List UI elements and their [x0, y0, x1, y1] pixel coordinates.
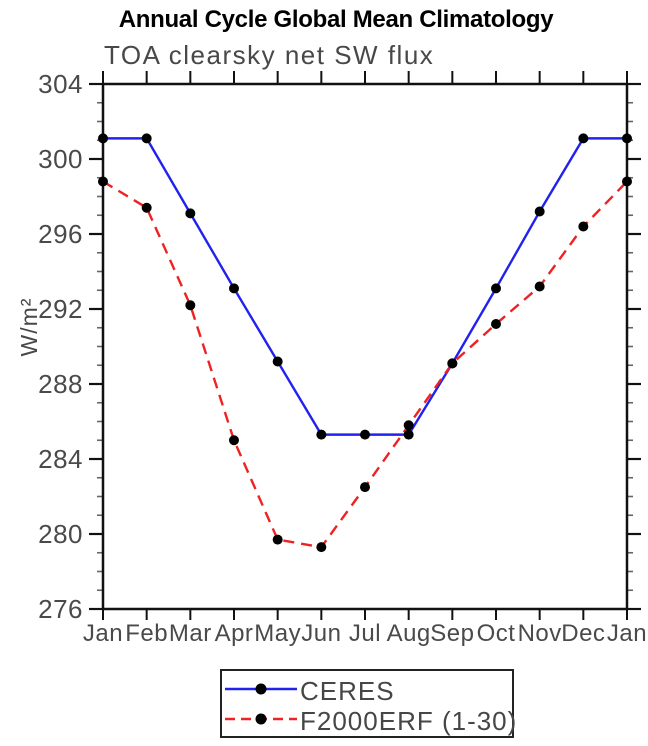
data-point-marker — [141, 202, 152, 213]
data-point-marker — [534, 281, 545, 292]
y-tick-label: 296 — [38, 219, 83, 249]
y-tick-label: 300 — [38, 144, 83, 174]
x-tick-label: Oct — [477, 620, 516, 647]
data-point-marker — [272, 534, 283, 545]
data-point-marker — [403, 420, 414, 431]
data-point-marker — [272, 356, 283, 367]
data-point-marker — [98, 133, 108, 144]
x-tick-label: Jun — [301, 620, 341, 647]
x-tick-label: Nov — [518, 620, 562, 647]
data-point-marker — [229, 283, 239, 294]
data-point-marker — [316, 429, 327, 440]
chart-title: Annual Cycle Global Mean Climatology — [118, 6, 554, 33]
legend-box — [220, 669, 514, 738]
data-point-marker — [578, 133, 589, 144]
data-point-marker — [491, 283, 501, 294]
data-point-marker — [622, 133, 632, 144]
data-point-marker — [447, 358, 458, 369]
legend-label-ceres: CERES — [300, 676, 395, 706]
data-point-marker — [360, 429, 370, 440]
y-tick-label: 280 — [38, 519, 83, 549]
data-point-marker — [185, 208, 196, 219]
legend-marker — [255, 683, 267, 695]
y-tick-label: 284 — [38, 444, 83, 474]
data-point-marker — [185, 300, 196, 311]
x-tick-label: Dec — [561, 620, 605, 647]
y-axis-label: W/m² — [16, 297, 42, 357]
series-line-ceres — [103, 137, 627, 436]
data-point-marker — [622, 176, 632, 187]
data-point-marker — [534, 206, 545, 217]
y-tick-label: 288 — [38, 369, 83, 399]
x-tick-label: Jan — [83, 620, 123, 647]
y-tick-label: 276 — [38, 594, 83, 624]
x-tick-label: Feb — [125, 620, 168, 647]
chart-subtitle: TOA clearsky net SW flux — [104, 40, 435, 70]
x-tick-label: Mar — [169, 620, 212, 647]
y-tick-label: 304 — [38, 69, 83, 99]
legend-marker — [255, 713, 267, 725]
x-tick-label: Apr — [215, 620, 254, 647]
series-line-f2000erf — [102, 180, 628, 549]
x-tick-label: Jul — [349, 620, 381, 647]
y-tick-label: 292 — [38, 294, 83, 324]
data-point-marker — [141, 133, 152, 144]
x-tick-label: May — [254, 620, 301, 647]
x-tick-label: Sep — [430, 620, 474, 647]
x-tick-label: Aug — [387, 620, 431, 647]
legend-label-f2000erf: F2000ERF (1-30) — [300, 706, 518, 736]
data-point-marker — [229, 435, 239, 446]
data-point-marker — [578, 221, 589, 232]
data-point-marker — [403, 429, 414, 440]
x-tick-label: Jan — [607, 620, 647, 647]
data-point-marker — [360, 482, 370, 493]
data-point-marker — [98, 176, 108, 187]
data-point-marker — [491, 319, 501, 329]
data-point-marker — [316, 542, 327, 553]
